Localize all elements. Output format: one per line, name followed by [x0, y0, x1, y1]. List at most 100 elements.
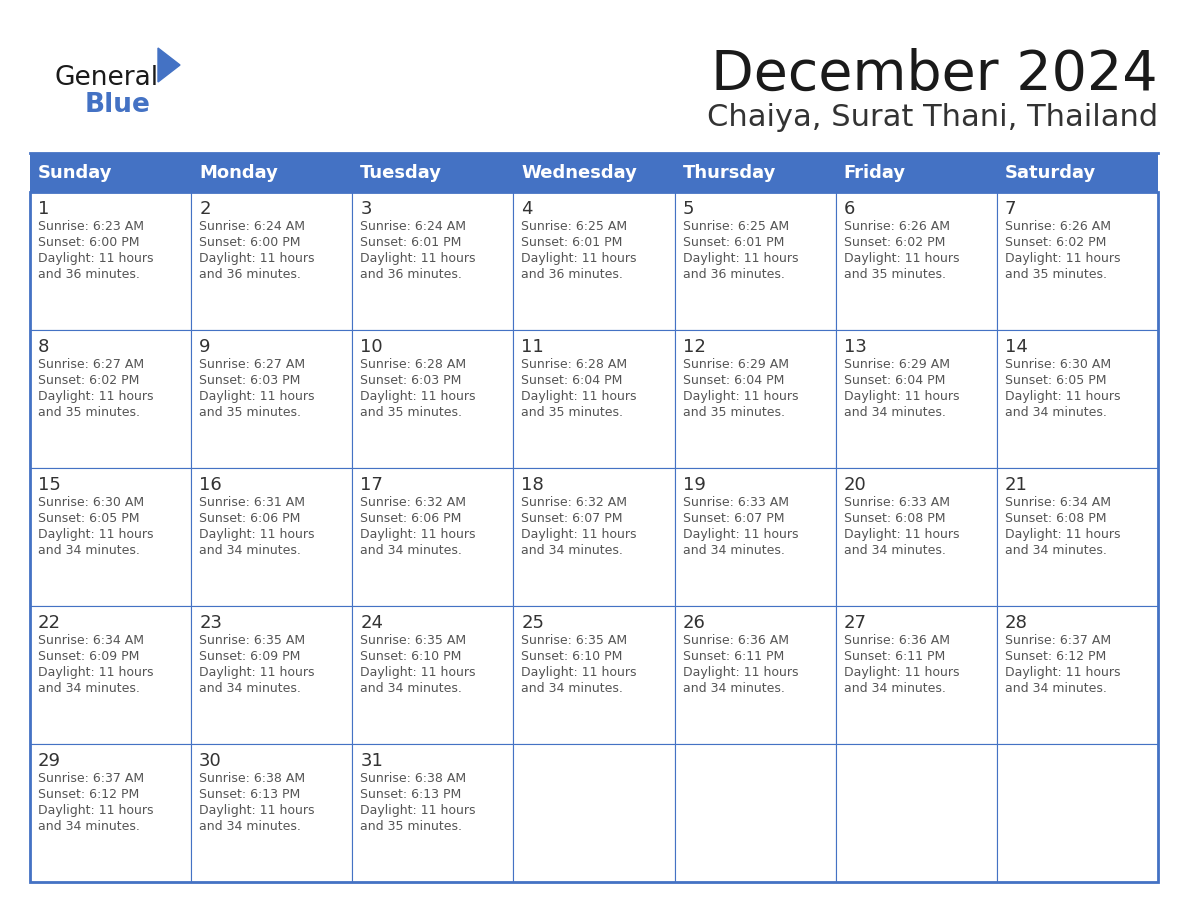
Text: Sunrise: 6:34 AM: Sunrise: 6:34 AM [1005, 496, 1111, 509]
Text: and 34 minutes.: and 34 minutes. [1005, 682, 1107, 695]
Text: Sunset: 6:01 PM: Sunset: 6:01 PM [683, 236, 784, 249]
Text: Daylight: 11 hours: Daylight: 11 hours [843, 252, 959, 265]
Bar [353, 330, 513, 468]
Text: 26: 26 [683, 614, 706, 632]
Text: Sunrise: 6:30 AM: Sunrise: 6:30 AM [38, 496, 144, 509]
Text: Sunset: 6:13 PM: Sunset: 6:13 PM [200, 788, 301, 801]
Bar [835, 468, 997, 606]
Text: and 34 minutes.: and 34 minutes. [200, 682, 301, 695]
Bar [30, 153, 1158, 192]
Bar [675, 330, 835, 468]
Text: and 34 minutes.: and 34 minutes. [1005, 406, 1107, 419]
Bar [997, 744, 1158, 882]
Bar [191, 468, 353, 606]
Polygon shape [158, 48, 181, 82]
Bar [353, 192, 513, 330]
Text: and 34 minutes.: and 34 minutes. [683, 682, 784, 695]
Text: 29: 29 [38, 752, 61, 770]
Text: and 35 minutes.: and 35 minutes. [200, 406, 301, 419]
Text: Daylight: 11 hours: Daylight: 11 hours [843, 528, 959, 541]
Text: Sunrise: 6:35 AM: Sunrise: 6:35 AM [360, 634, 467, 647]
Text: Sunset: 6:06 PM: Sunset: 6:06 PM [200, 512, 301, 525]
Text: Daylight: 11 hours: Daylight: 11 hours [200, 252, 315, 265]
Bar [835, 744, 997, 882]
Text: 25: 25 [522, 614, 544, 632]
Bar [997, 606, 1158, 744]
Bar [675, 468, 835, 606]
Text: Sunrise: 6:23 AM: Sunrise: 6:23 AM [38, 220, 144, 233]
Text: Saturday: Saturday [1005, 163, 1097, 182]
Text: Sunset: 6:04 PM: Sunset: 6:04 PM [683, 374, 784, 387]
Text: and 34 minutes.: and 34 minutes. [1005, 544, 1107, 557]
Bar [30, 606, 191, 744]
Text: Sunrise: 6:31 AM: Sunrise: 6:31 AM [200, 496, 305, 509]
Text: Sunset: 6:12 PM: Sunset: 6:12 PM [1005, 650, 1106, 663]
Text: Daylight: 11 hours: Daylight: 11 hours [38, 390, 153, 403]
Text: Sunset: 6:03 PM: Sunset: 6:03 PM [200, 374, 301, 387]
Text: and 34 minutes.: and 34 minutes. [360, 682, 462, 695]
Text: Daylight: 11 hours: Daylight: 11 hours [38, 666, 153, 679]
Text: Daylight: 11 hours: Daylight: 11 hours [200, 528, 315, 541]
Text: and 34 minutes.: and 34 minutes. [38, 544, 140, 557]
Text: Sunrise: 6:24 AM: Sunrise: 6:24 AM [360, 220, 466, 233]
Bar [835, 192, 997, 330]
Text: 20: 20 [843, 476, 866, 494]
Text: Sunset: 6:11 PM: Sunset: 6:11 PM [683, 650, 784, 663]
Bar [353, 468, 513, 606]
Text: Sunrise: 6:30 AM: Sunrise: 6:30 AM [1005, 358, 1111, 371]
Text: Monday: Monday [200, 163, 278, 182]
Text: Daylight: 11 hours: Daylight: 11 hours [38, 252, 153, 265]
Text: Daylight: 11 hours: Daylight: 11 hours [683, 666, 798, 679]
Text: Thursday: Thursday [683, 163, 776, 182]
Text: Sunrise: 6:28 AM: Sunrise: 6:28 AM [522, 358, 627, 371]
Text: Sunrise: 6:36 AM: Sunrise: 6:36 AM [683, 634, 789, 647]
Text: Sunrise: 6:33 AM: Sunrise: 6:33 AM [843, 496, 949, 509]
Bar [997, 468, 1158, 606]
Text: Sunrise: 6:38 AM: Sunrise: 6:38 AM [200, 772, 305, 785]
Text: and 34 minutes.: and 34 minutes. [200, 820, 301, 833]
Text: Daylight: 11 hours: Daylight: 11 hours [200, 804, 315, 817]
Text: Sunrise: 6:35 AM: Sunrise: 6:35 AM [200, 634, 305, 647]
Bar [675, 192, 835, 330]
Text: Sunset: 6:08 PM: Sunset: 6:08 PM [843, 512, 946, 525]
Text: Daylight: 11 hours: Daylight: 11 hours [38, 528, 153, 541]
Text: and 34 minutes.: and 34 minutes. [522, 682, 624, 695]
Text: 10: 10 [360, 338, 383, 356]
Bar [835, 606, 997, 744]
Text: Sunset: 6:06 PM: Sunset: 6:06 PM [360, 512, 462, 525]
Text: Daylight: 11 hours: Daylight: 11 hours [360, 804, 475, 817]
Text: Sunrise: 6:29 AM: Sunrise: 6:29 AM [843, 358, 949, 371]
Text: Sunset: 6:02 PM: Sunset: 6:02 PM [38, 374, 139, 387]
Text: Sunrise: 6:28 AM: Sunrise: 6:28 AM [360, 358, 467, 371]
Text: Sunset: 6:10 PM: Sunset: 6:10 PM [522, 650, 623, 663]
Text: Sunset: 6:05 PM: Sunset: 6:05 PM [38, 512, 139, 525]
Bar [997, 192, 1158, 330]
Text: 4: 4 [522, 200, 533, 218]
Text: 11: 11 [522, 338, 544, 356]
Text: and 34 minutes.: and 34 minutes. [38, 820, 140, 833]
Text: Daylight: 11 hours: Daylight: 11 hours [522, 528, 637, 541]
Text: 7: 7 [1005, 200, 1017, 218]
Text: Daylight: 11 hours: Daylight: 11 hours [683, 528, 798, 541]
Text: Daylight: 11 hours: Daylight: 11 hours [522, 252, 637, 265]
Text: and 35 minutes.: and 35 minutes. [38, 406, 140, 419]
Text: Daylight: 11 hours: Daylight: 11 hours [200, 390, 315, 403]
Text: and 34 minutes.: and 34 minutes. [683, 544, 784, 557]
Bar [835, 330, 997, 468]
Text: 16: 16 [200, 476, 222, 494]
Text: Sunrise: 6:37 AM: Sunrise: 6:37 AM [38, 772, 144, 785]
Text: 5: 5 [683, 200, 694, 218]
Text: and 34 minutes.: and 34 minutes. [843, 544, 946, 557]
Text: and 36 minutes.: and 36 minutes. [38, 268, 140, 281]
Text: Sunset: 6:09 PM: Sunset: 6:09 PM [38, 650, 139, 663]
Text: Sunrise: 6:27 AM: Sunrise: 6:27 AM [38, 358, 144, 371]
Text: 27: 27 [843, 614, 867, 632]
Text: Sunrise: 6:37 AM: Sunrise: 6:37 AM [1005, 634, 1111, 647]
Text: 30: 30 [200, 752, 222, 770]
Text: and 34 minutes.: and 34 minutes. [360, 544, 462, 557]
Text: Sunset: 6:07 PM: Sunset: 6:07 PM [683, 512, 784, 525]
Text: and 35 minutes.: and 35 minutes. [1005, 268, 1107, 281]
Text: 18: 18 [522, 476, 544, 494]
Text: Daylight: 11 hours: Daylight: 11 hours [1005, 666, 1120, 679]
Text: 1: 1 [38, 200, 50, 218]
